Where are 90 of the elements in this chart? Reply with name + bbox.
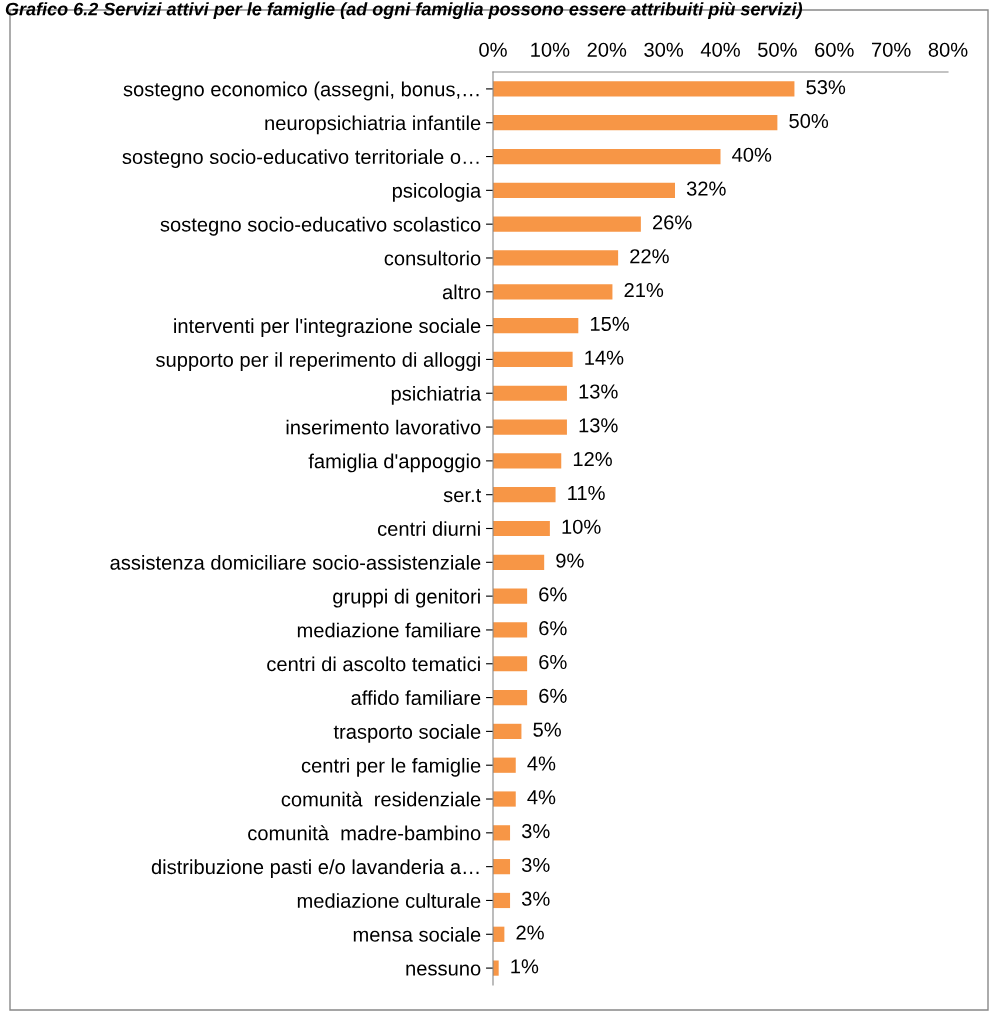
- y-tick-label: psicologia: [392, 183, 482, 202]
- bar: [493, 351, 573, 368]
- bar: [493, 487, 556, 503]
- data-label: 4%: [527, 790, 556, 805]
- bar: [493, 892, 511, 909]
- bar: [493, 689, 528, 706]
- x-tick-label: 60%: [815, 42, 854, 57]
- data-label: 9%: [556, 553, 584, 568]
- data-label: 3%: [521, 857, 550, 873]
- data-label: 5%: [533, 722, 561, 737]
- y-tick-label: psichiatria: [391, 385, 482, 405]
- y-tick-label: comunità residenziale: [281, 791, 481, 807]
- bar: [493, 148, 721, 165]
- data-label: 12%: [573, 452, 612, 467]
- y-tick-label: comunità madre-bambino: [248, 825, 481, 841]
- data-label: 10%: [562, 519, 601, 534]
- data-label: 6%: [539, 621, 567, 636]
- data-label: 15%: [590, 316, 630, 332]
- bar: [493, 520, 550, 537]
- bar: [493, 757, 516, 773]
- bar: [493, 859, 511, 875]
- y-tick-label: affido familiare: [351, 690, 481, 706]
- y-tick-label: centri di ascolto tematici: [267, 656, 480, 672]
- x-tick-label: 20%: [587, 42, 627, 57]
- bar: [493, 250, 619, 266]
- x-tick-label: 40%: [700, 42, 740, 57]
- bar: [493, 81, 795, 97]
- x-tick-label: 0%: [479, 42, 507, 57]
- data-label: 26%: [653, 215, 692, 230]
- y-tick-label: mensa sociale: [353, 926, 481, 942]
- y-tick-label: nessuno: [406, 964, 481, 976]
- y-tick-label: neuropsichiatria infantile: [265, 115, 481, 135]
- y-tick-label: mediazione familiare: [297, 622, 481, 638]
- y-tick-label: centri per le famiglie: [301, 757, 481, 777]
- data-label: 3%: [521, 891, 550, 906]
- data-label: 3%: [521, 823, 550, 839]
- x-tick-label: 10%: [531, 42, 570, 57]
- chart-title: Grafico 6.2 Servizi attivi per le famiglie (ad ogni famiglia possono essere attribuiti più servizi): [5, 2, 803, 20]
- bar: [493, 453, 562, 469]
- bar: [493, 284, 613, 300]
- bar: [493, 622, 528, 638]
- bar: [493, 960, 499, 976]
- bar: [493, 825, 511, 841]
- y-tick-label: centri diurni: [377, 521, 480, 536]
- bar: [493, 318, 579, 334]
- y-tick-label: famiglia d'appoggio: [308, 453, 481, 473]
- bar: [493, 419, 567, 435]
- x-tick-label: 50%: [758, 42, 797, 57]
- y-tick-label: distribuzione pasti e/o lavanderia a…: [151, 859, 479, 879]
- y-tick-label: sostegno economico (assegni, bonus,…: [123, 81, 479, 101]
- y-tick-label: ser.t: [443, 488, 482, 503]
- y-tick-label: consultorio: [384, 250, 481, 266]
- bar: [493, 385, 567, 401]
- data-label: 4%: [527, 756, 556, 771]
- bar: [493, 554, 545, 570]
- data-label: 22%: [630, 249, 669, 264]
- data-label: 53%: [806, 80, 846, 95]
- y-tick-label: interventi per l'integrazione sociale: [174, 318, 481, 338]
- data-label: 13%: [579, 418, 618, 433]
- y-tick-label: gruppi di genitori: [333, 588, 480, 608]
- data-label: 6%: [539, 587, 567, 602]
- bar: [493, 723, 522, 739]
- data-label: 11%: [568, 485, 605, 501]
- bar: [493, 791, 516, 807]
- data-label: 14%: [585, 350, 624, 365]
- bar: [493, 182, 675, 198]
- data-label: 40%: [732, 147, 772, 162]
- y-tick-label: inserimento lavorativo: [286, 419, 481, 435]
- data-label: 6%: [539, 688, 567, 703]
- bar: [493, 588, 528, 604]
- y-tick-label: sostegno socio-educativo territoriale o…: [122, 149, 479, 169]
- bar: [493, 216, 641, 232]
- data-label: 21%: [624, 282, 664, 298]
- x-tick-label: 80%: [928, 42, 968, 57]
- y-tick-label: sostegno socio-educativo scolastico: [160, 216, 481, 236]
- y-tick-label: supporto per il reperimento di alloggi: [156, 352, 480, 371]
- data-label: 6%: [539, 654, 567, 670]
- data-label: 1%: [511, 959, 539, 974]
- y-tick-label: mediazione culturale: [297, 893, 481, 908]
- data-label: 32%: [686, 181, 726, 196]
- y-tick-label: trasporto sociale: [333, 724, 481, 743]
- y-tick-label: assistenza domiciliare socio-assistenziale: [110, 555, 481, 570]
- data-label: 13%: [579, 384, 618, 399]
- bar: [493, 115, 778, 131]
- x-tick-label: 30%: [644, 42, 684, 57]
- x-tick-label: 70%: [872, 42, 911, 57]
- data-label: 2%: [516, 925, 544, 940]
- bar: [493, 656, 528, 672]
- data-label: 50%: [789, 113, 829, 129]
- y-tick-label: altro: [442, 284, 481, 300]
